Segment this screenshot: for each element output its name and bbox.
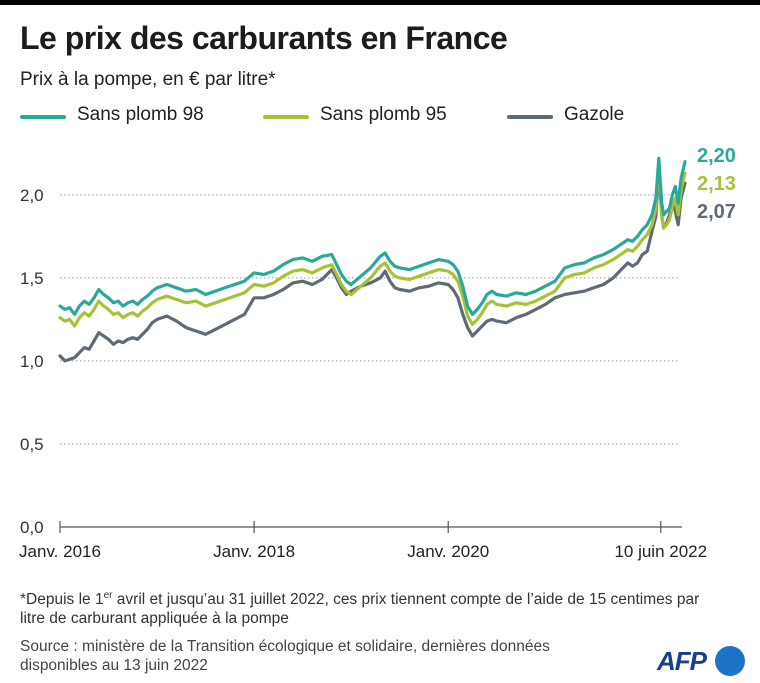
legend-swatch-sans-plomb-98	[20, 115, 66, 119]
footnote-text: avril et jusqu’au 31 juillet 2022, ces p…	[20, 591, 700, 628]
series-line-sans-plomb-98	[58, 156, 687, 316]
series-line-sans-plomb-95	[58, 160, 687, 328]
footnote-superscript: er	[103, 590, 113, 601]
y-tick-label: 2,0	[20, 186, 44, 205]
x-tick-label: Janv. 2020	[407, 542, 489, 561]
legend-label-gazole: Gazole	[564, 104, 625, 125]
afp-logo-text: AFP	[657, 646, 707, 676]
source-note: Source : ministère de la Transition écol…	[20, 638, 550, 674]
footnote: *Depuis le 1er avril et jusqu’au 31 juil…	[20, 586, 720, 628]
chart-title: Le prix des carburants en France	[20, 20, 508, 56]
y-tick-label: 1,0	[20, 352, 44, 371]
x-tick-label: 10 juin 2022	[614, 542, 707, 561]
y-tick-label: 0,5	[20, 435, 44, 454]
legend-swatch-gazole	[507, 115, 553, 119]
afp-logo-dot	[715, 646, 745, 676]
end-value-label-sans-plomb-95: 2,13	[697, 173, 736, 195]
footnote-prefix: *Depuis le 1	[20, 591, 104, 609]
top-rule	[0, 0, 760, 5]
y-tick-label: 0,0	[20, 518, 44, 537]
legend-label-sans-plomb-98: Sans plomb 98	[77, 104, 204, 125]
end-value-label-gazole: 2,07	[697, 201, 736, 223]
end-value-label-sans-plomb-98: 2,20	[697, 145, 736, 167]
chart-subtitle: Prix à la pompe, en € par litre*	[20, 69, 276, 90]
series-line-gazole	[58, 168, 687, 363]
legend-label-sans-plomb-95: Sans plomb 95	[320, 104, 447, 125]
x-tick-label: Janv. 2018	[213, 542, 295, 561]
x-tick-label: Janv. 2016	[19, 542, 101, 561]
y-tick-label: 1,5	[20, 269, 44, 288]
legend-swatch-sans-plomb-95	[263, 115, 309, 119]
